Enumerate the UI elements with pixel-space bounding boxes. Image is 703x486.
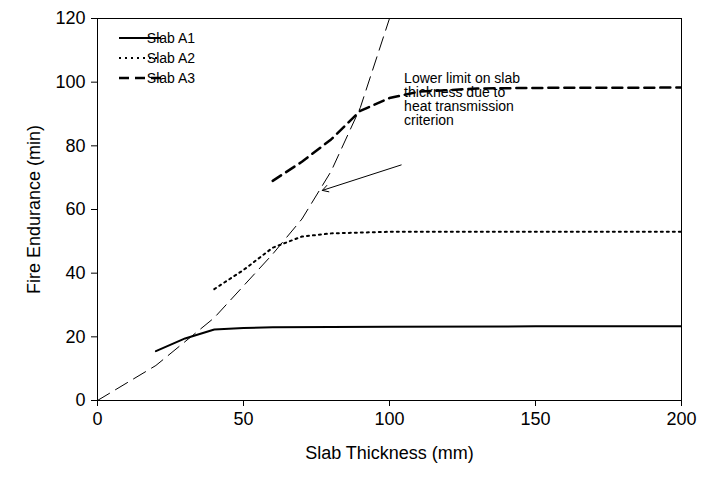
svg-text:0: 0 xyxy=(92,409,102,429)
svg-text:100: 100 xyxy=(374,409,404,429)
svg-text:120: 120 xyxy=(55,8,85,28)
svg-text:50: 50 xyxy=(233,409,253,429)
svg-text:Slab A2: Slab A2 xyxy=(147,50,195,66)
svg-text:40: 40 xyxy=(65,263,85,283)
svg-text:Fire Endurance (min): Fire Endurance (min) xyxy=(24,125,44,294)
svg-text:Lower limit on slabthickness d: Lower limit on slabthickness due toheat … xyxy=(404,70,520,128)
svg-text:20: 20 xyxy=(65,327,85,347)
svg-text:Slab A1: Slab A1 xyxy=(147,30,195,46)
svg-text:100: 100 xyxy=(55,72,85,92)
svg-text:200: 200 xyxy=(666,409,696,429)
svg-text:60: 60 xyxy=(65,199,85,219)
svg-text:0: 0 xyxy=(75,390,85,410)
svg-text:Slab Thickness (mm): Slab Thickness (mm) xyxy=(305,443,474,463)
svg-text:80: 80 xyxy=(65,136,85,156)
svg-text:150: 150 xyxy=(520,409,550,429)
svg-text:Slab A3: Slab A3 xyxy=(147,70,195,86)
